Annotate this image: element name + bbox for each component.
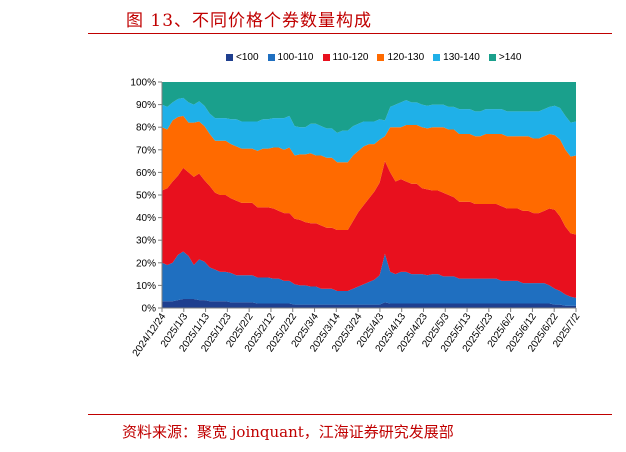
y-tick-label: 0% bbox=[142, 304, 157, 315]
y-tick-label: 70% bbox=[136, 145, 156, 156]
legend-item-3: 120-130 bbox=[377, 52, 424, 63]
chart-title: 图 13、不同价格个券数量构成 bbox=[126, 11, 373, 31]
source-rule bbox=[88, 414, 612, 415]
legend-label: >140 bbox=[498, 52, 522, 63]
y-tick-label: 20% bbox=[136, 258, 156, 269]
legend-label: 100-110 bbox=[277, 52, 314, 63]
y-tick-label: 50% bbox=[136, 191, 156, 202]
stacked-area-chart: 0% 10% 20% 30% 40% 50% 60% 70% 80% 90% 100% 2024/12… bbox=[130, 78, 582, 359]
area-series-2 bbox=[162, 161, 576, 298]
legend-swatch bbox=[433, 54, 441, 61]
legend-swatch bbox=[267, 54, 275, 61]
y-tick-label: 30% bbox=[136, 236, 156, 247]
legend-swatch bbox=[377, 54, 385, 61]
area-series-3 bbox=[162, 115, 576, 235]
area-series-1 bbox=[162, 251, 576, 306]
area-series-4 bbox=[162, 97, 576, 163]
y-tick-label: 40% bbox=[136, 213, 156, 224]
legend-item-2: 110-120 bbox=[322, 52, 369, 63]
legend-item-1: 100-110 bbox=[267, 52, 314, 63]
y-tick-label: 80% bbox=[136, 123, 156, 134]
legend-item-4: 130-140 bbox=[433, 52, 480, 63]
legend-label: 130-140 bbox=[443, 52, 480, 63]
y-tick-label: 90% bbox=[136, 100, 156, 111]
legend-label: 120-130 bbox=[387, 52, 425, 63]
legend: <100 100-110 110-120 120-130 130-140 >140 bbox=[226, 52, 521, 63]
legend-label: 110-120 bbox=[332, 52, 369, 63]
legend-label: <100 bbox=[236, 52, 259, 63]
y-tick-label: 100% bbox=[130, 78, 156, 89]
y-tick-label: 10% bbox=[136, 281, 156, 292]
title-rule bbox=[88, 33, 612, 34]
x-tick-label: 2024/12/24 bbox=[131, 311, 169, 359]
y-tick-label: 60% bbox=[136, 168, 156, 179]
legend-swatch bbox=[322, 54, 330, 61]
source-note: 资料来源：聚宽 joinquant，江海证券研究发展部 bbox=[122, 423, 454, 441]
area-series-5 bbox=[162, 82, 576, 133]
area-series-0 bbox=[162, 298, 576, 308]
legend-swatch bbox=[488, 54, 496, 61]
legend-swatch bbox=[226, 54, 233, 61]
legend-item-5: >140 bbox=[488, 52, 522, 63]
legend-item-0: <100 bbox=[226, 52, 259, 63]
